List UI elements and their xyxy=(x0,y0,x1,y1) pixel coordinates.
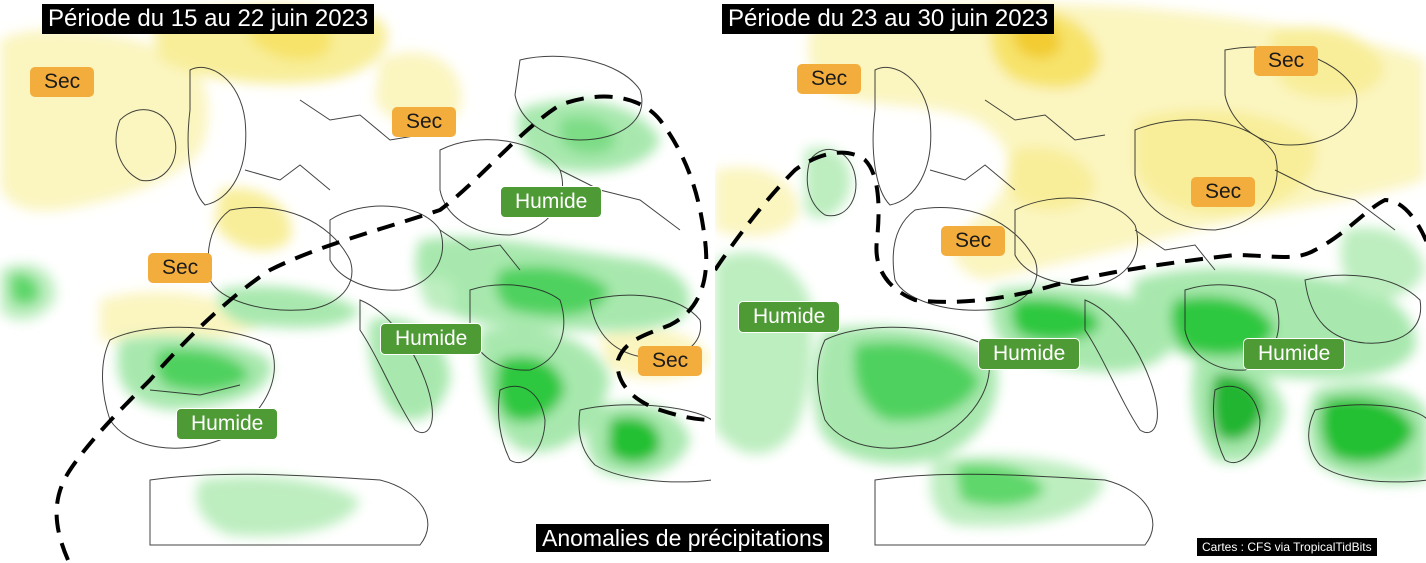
left-anomaly-map xyxy=(0,6,713,561)
left-dry-label-east: Sec xyxy=(638,346,703,376)
wet-anomaly-areas xyxy=(715,147,1426,527)
wet-anomaly-areas xyxy=(0,100,690,537)
right-map-title: Période du 23 au 30 juin 2023 xyxy=(722,4,1055,34)
right-dry-label-north: Sec xyxy=(1254,46,1319,76)
right-dry-label-west: Sec xyxy=(797,64,862,94)
source-credit: Cartes : CFS via TropicalTidBits xyxy=(1197,538,1377,556)
right-wet-label-balkans: Humide xyxy=(1243,338,1346,370)
left-wet-label-east: Humide xyxy=(500,186,603,218)
left-dry-label-west: Sec xyxy=(30,67,95,97)
map-divider xyxy=(711,0,717,563)
left-dry-label-france: Sec xyxy=(148,253,213,283)
country-borders xyxy=(806,46,1426,546)
figure-caption: Anomalies de précipitations xyxy=(536,524,830,552)
wet-zone-boundary-line xyxy=(54,94,713,561)
left-wet-label-spain: Humide xyxy=(176,408,279,440)
left-wet-label-italy: Humide xyxy=(380,323,483,355)
left-map-title: Période du 15 au 22 juin 2023 xyxy=(42,4,375,34)
wet-zone-boundary-line xyxy=(715,150,1426,304)
right-wet-label-atlantic: Humide xyxy=(738,301,841,333)
right-wet-label-spain: Humide xyxy=(978,338,1081,370)
right-dry-label-france: Sec xyxy=(941,226,1006,256)
left-dry-label-north: Sec xyxy=(392,107,457,137)
right-dry-label-center: Sec xyxy=(1191,177,1256,207)
